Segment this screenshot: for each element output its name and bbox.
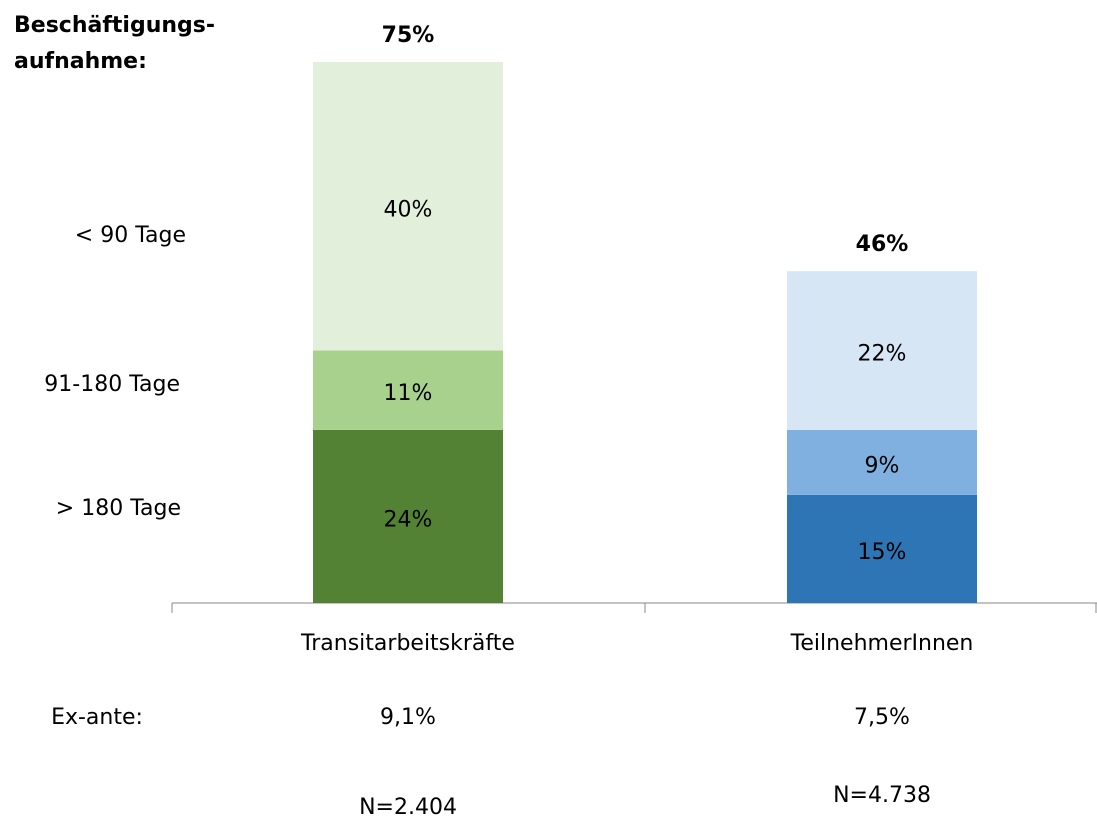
ex-ante-label: Ex-ante: xyxy=(51,705,143,730)
value-label: 22% xyxy=(858,342,907,367)
total-label: 75% xyxy=(382,23,435,48)
chart-title: Beschäftigungs- xyxy=(14,13,215,38)
value-label: 24% xyxy=(384,507,433,532)
legend-label: > 180 Tage xyxy=(56,496,181,521)
legend-label: 91-180 Tage xyxy=(44,372,180,397)
value-label: 9% xyxy=(865,453,900,478)
bar-segment xyxy=(787,429,977,495)
bar-segment xyxy=(313,62,503,351)
bar-segment xyxy=(787,494,977,603)
n-label: N=4.738 xyxy=(833,783,931,808)
value-label: 40% xyxy=(384,197,433,222)
bar-segment xyxy=(787,271,977,430)
legend-label: < 90 Tage xyxy=(75,223,186,248)
ex-ante-value: 9,1% xyxy=(380,705,436,730)
bar-segment xyxy=(313,350,503,430)
x-tick-label: Transitarbeitskräfte xyxy=(300,631,515,656)
x-tick-label: TeilnehmerInnen xyxy=(790,631,974,656)
bar-segment xyxy=(313,429,503,603)
chart-title: aufnahme: xyxy=(14,49,147,74)
ex-ante-value: 7,5% xyxy=(854,705,910,730)
total-label: 46% xyxy=(856,232,909,257)
n-label: N=2.404 xyxy=(359,795,457,820)
value-label: 15% xyxy=(858,540,907,565)
value-label: 11% xyxy=(384,381,433,406)
